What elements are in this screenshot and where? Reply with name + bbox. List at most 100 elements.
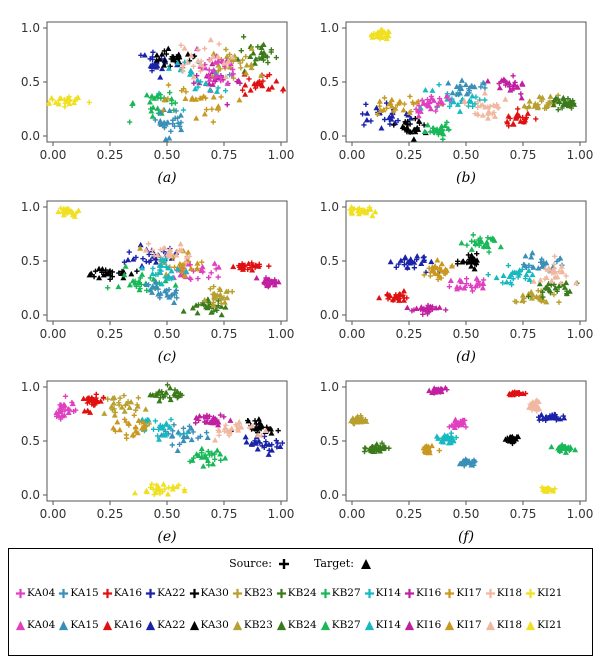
target-point [536,280,543,287]
source-point [193,420,199,426]
legend-source-item: KA30 [189,587,229,599]
source-point [258,426,264,432]
source-point [496,80,502,87]
target-point [184,59,191,65]
triangle-marker-icon [485,620,495,630]
source-point [428,93,434,100]
target-point [169,486,176,492]
source-point [160,107,166,114]
target-point [212,59,219,65]
target-point [188,436,195,443]
target-point [364,110,371,116]
source-point [252,85,259,91]
target-point [207,36,214,43]
target-point [404,304,411,311]
source-point [146,282,152,288]
source-point [211,283,217,290]
target-point [164,250,171,256]
target-point [221,299,228,305]
target-point [525,290,532,297]
target-point [120,274,127,281]
target-point [421,128,428,135]
target-point [406,109,413,115]
legend-item-label: KA16 [113,587,143,599]
source-point [477,235,483,241]
target-point [468,82,475,89]
source-point [524,105,530,112]
source-point [411,307,417,313]
cluster-KI21 [55,205,82,219]
source-point [471,457,477,463]
target-point [208,309,215,315]
source-point [179,88,185,94]
target-point [156,388,163,394]
source-point [66,94,72,100]
source-point [543,417,549,424]
target-point [160,481,167,487]
target-point [535,265,542,271]
source-point [261,433,268,439]
target-point [168,268,175,274]
target-point [153,255,160,261]
target-point [159,65,166,72]
target-point [175,392,182,399]
target-point [172,392,179,398]
target-point [176,260,183,267]
target-point [134,429,141,436]
panel-caption: (d) [456,349,476,365]
source-point [467,282,474,288]
plus-marker-icon [320,588,330,598]
target-point [462,456,469,462]
target-point [424,121,431,128]
legend-item-label: KA30 [200,619,229,631]
target-point [277,443,284,449]
source-point [146,259,152,265]
target-point [558,263,565,269]
legend-source-item: KA04 [15,587,55,599]
target-point [149,392,156,398]
source-point [180,62,186,68]
target-point [139,265,146,271]
source-point [226,432,232,439]
target-point [507,87,514,93]
target-point [165,45,172,51]
source-point [474,251,480,257]
target-point [503,279,510,285]
legend-header: Source: Target: [9,557,592,570]
source-point [482,97,488,103]
target-point [524,110,531,116]
target-point [153,259,160,265]
target-point [130,256,137,262]
target-point [229,54,236,60]
source-point [387,121,393,127]
triangle-marker-icon [15,620,26,630]
target-point [121,271,128,278]
target-point [481,90,488,96]
source-point [466,257,472,263]
y-tick-label: 0.5 [21,434,40,448]
source-point [443,307,449,313]
source-point [218,94,224,100]
target-point [259,82,266,89]
legend-target-item: KA22 [145,619,186,631]
x-tick-label: 0.50 [453,507,480,521]
target-point [181,487,188,494]
target-point [448,263,455,269]
x-tick-label: 1.00 [567,148,594,162]
source-point [183,260,189,266]
cluster-KI17 [421,257,455,283]
source-point [174,295,180,301]
target-point [177,272,184,278]
target-point [522,253,529,259]
x-tick-label: 0.75 [510,148,537,162]
source-point [237,80,243,86]
source-point [215,427,221,433]
target-point [245,418,252,424]
target-point [255,416,262,422]
cluster-KI16 [404,302,449,317]
source-point [186,423,193,429]
target-point [166,135,173,141]
target-point [529,249,536,256]
target-point [424,102,431,109]
source-point [449,423,455,429]
